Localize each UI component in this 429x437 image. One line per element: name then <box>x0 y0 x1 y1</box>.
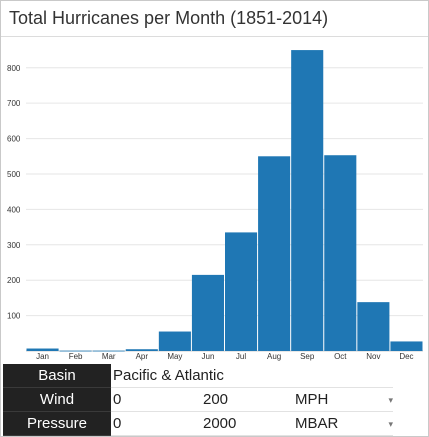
x-tick-label: Jun <box>202 352 215 361</box>
pressure-row: Pressure 0 2000 MBAR ▾ <box>3 412 428 436</box>
x-tick-label: Sep <box>300 352 315 361</box>
y-tick-label: 700 <box>7 99 21 108</box>
pressure-min-input[interactable]: 0 <box>111 412 201 436</box>
basin-row: Basin Pacific & Atlantic <box>3 364 428 388</box>
wind-max-value: 200 <box>203 391 229 408</box>
y-tick-label: 800 <box>7 64 21 73</box>
bar-chart: 100 200 300 400 500 600 700 800 Jan Feb Mar Apr May… <box>7 50 423 361</box>
wind-row: Wind 0 200 MPH ▾ <box>3 388 428 412</box>
y-tick-label: 600 <box>7 135 21 144</box>
y-tick-label: 400 <box>7 205 21 214</box>
wind-max-input[interactable]: 200 <box>201 388 293 412</box>
basin-value: Pacific & Atlantic <box>113 367 224 384</box>
pressure-label: Pressure <box>3 412 111 436</box>
wind-label: Wind <box>3 388 111 412</box>
y-tick-label: 100 <box>7 312 21 321</box>
y-tick-label: 200 <box>7 276 21 285</box>
bar-apr <box>125 349 158 351</box>
bar-jun <box>191 274 224 351</box>
x-tick-label: May <box>167 352 182 361</box>
chevron-down-icon: ▾ <box>388 419 393 429</box>
x-tick-label: Apr <box>136 352 149 361</box>
pressure-min-value: 0 <box>113 415 122 432</box>
y-tick-label: 300 <box>7 241 21 250</box>
bar-feb <box>59 350 92 352</box>
x-tick-label: Oct <box>334 352 347 361</box>
title-bar: Total Hurricanes per Month (1851-2014) <box>1 1 428 37</box>
y-tick-label: 500 <box>7 170 21 179</box>
bar-sep <box>291 50 324 352</box>
basin-label: Basin <box>3 364 111 388</box>
wind-unit-select[interactable]: MPH ▾ <box>293 388 393 412</box>
basin-select[interactable]: Pacific & Atlantic <box>111 364 393 388</box>
chart-title: Total Hurricanes per Month (1851-2014) <box>9 8 329 28</box>
wind-min-input[interactable]: 0 <box>111 388 201 412</box>
pressure-max-input[interactable]: 2000 <box>201 412 293 436</box>
bar-jan <box>26 348 59 351</box>
bar-mar <box>92 350 125 352</box>
x-tick-label: Feb <box>69 352 83 361</box>
x-tick-label: Dec <box>399 352 413 361</box>
x-tick-label: Jan <box>36 352 49 361</box>
pressure-max-value: 2000 <box>203 415 237 432</box>
pressure-unit-value: MBAR <box>295 415 339 432</box>
wind-unit-value: MPH <box>295 391 329 408</box>
bar-dec <box>390 341 423 351</box>
x-tick-label: Nov <box>366 352 380 361</box>
wind-min-value: 0 <box>113 391 122 408</box>
bar-oct <box>324 155 357 351</box>
pressure-unit-select[interactable]: MBAR ▾ <box>293 412 393 436</box>
bar-jul <box>225 232 258 351</box>
bar-aug <box>258 156 291 351</box>
x-tick-label: Jul <box>236 352 246 361</box>
x-tick-label: Aug <box>267 352 281 361</box>
chevron-down-icon: ▾ <box>388 395 393 405</box>
bar-may <box>158 331 191 351</box>
x-tick-label: Mar <box>102 352 116 361</box>
filter-controls: Basin Pacific & Atlantic Wind 0 200 MPH … <box>3 364 428 436</box>
bar-nov <box>357 302 390 351</box>
